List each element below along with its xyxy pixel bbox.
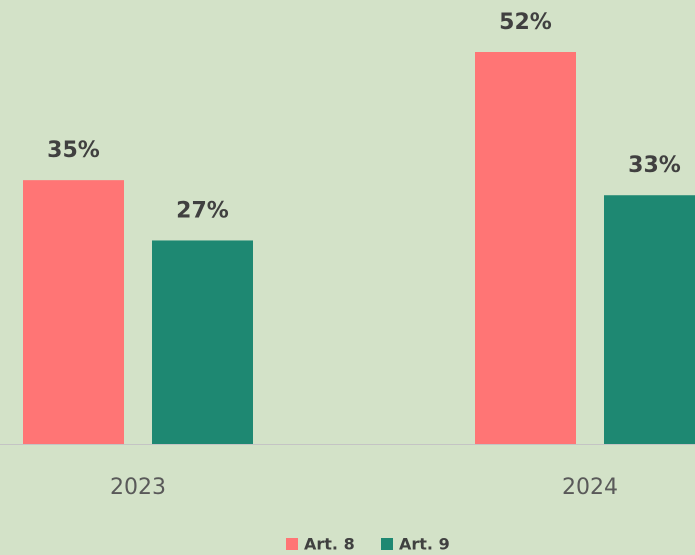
data-label: 52%: [499, 10, 552, 35]
data-label: 33%: [628, 153, 681, 178]
bar: [475, 52, 576, 444]
legend-label: Art. 8: [304, 535, 355, 554]
bar: [23, 180, 124, 444]
bar: [152, 240, 253, 444]
legend-label: Art. 9: [399, 535, 450, 554]
x-tick-label: 2024: [562, 475, 618, 500]
bar: [604, 195, 695, 444]
legend-swatch: [286, 538, 298, 550]
data-label: 35%: [47, 138, 100, 163]
legend-swatch: [381, 538, 393, 550]
x-tick-label: 2023: [110, 475, 166, 500]
data-label: 27%: [176, 198, 229, 223]
